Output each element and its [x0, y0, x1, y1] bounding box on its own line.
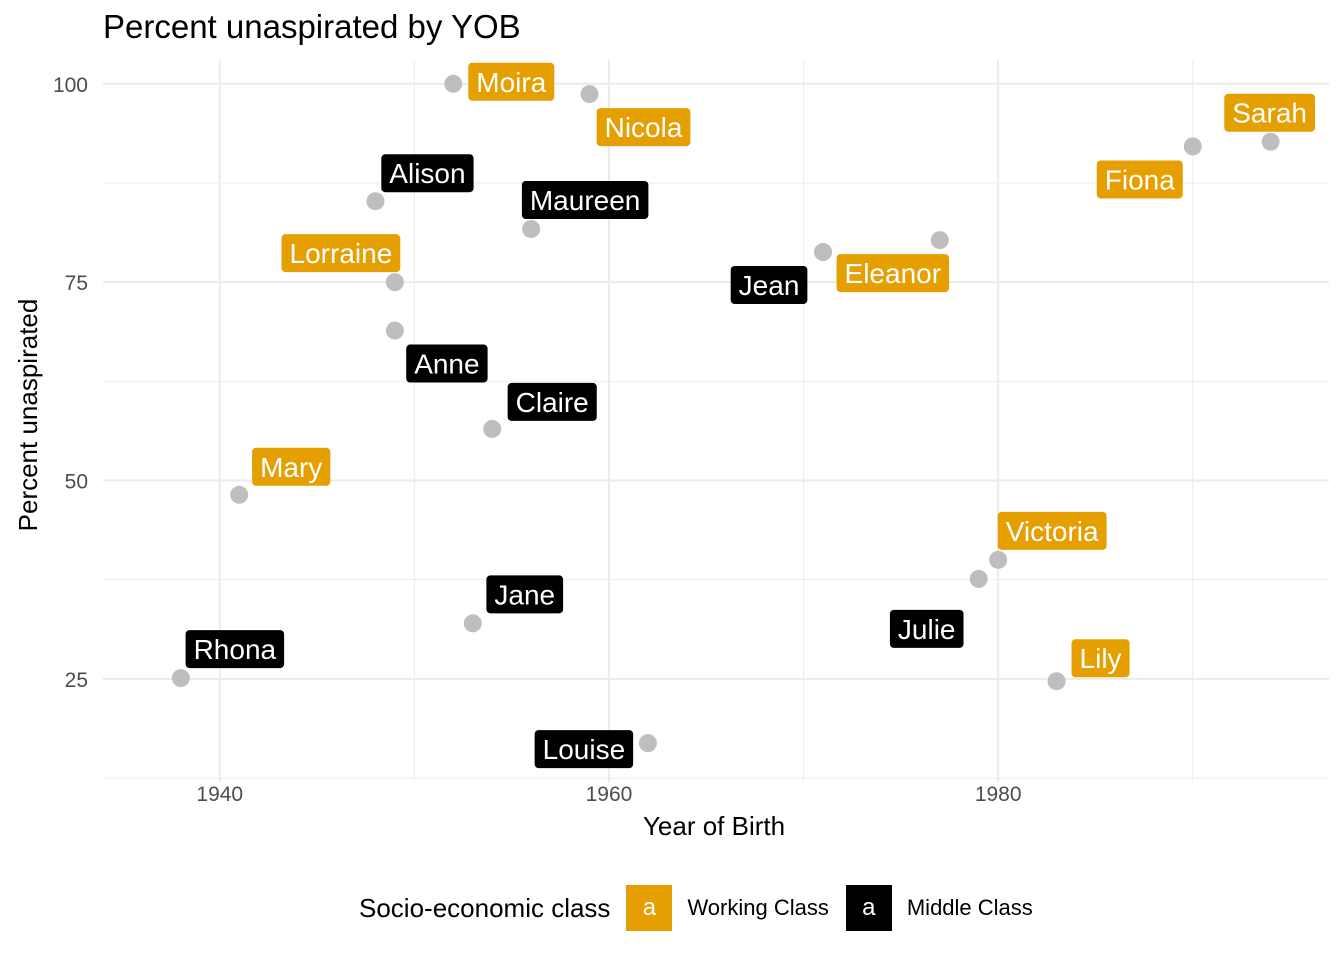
- point-label-text: Eleanor: [845, 258, 942, 289]
- data-point-anne: [385, 321, 404, 340]
- point-label-box: [1224, 93, 1315, 132]
- y-tick-label: 50: [65, 471, 88, 494]
- data-point-lorraine: [385, 273, 404, 292]
- point-label-alison: Alison: [381, 154, 474, 193]
- point-label-box: [534, 730, 634, 769]
- point-label-louise: Louise: [534, 730, 634, 769]
- point-label-box: [889, 609, 964, 648]
- data-point-jean: [814, 243, 833, 262]
- point-label-box: [836, 254, 950, 293]
- data-point-fiona: [1183, 137, 1202, 156]
- point-label-box: [406, 344, 488, 383]
- point-label-box: [1071, 639, 1130, 678]
- x-tick-label: 1940: [196, 783, 243, 806]
- point-label-claire: Claire: [507, 382, 597, 421]
- point-label-text: Claire: [516, 387, 589, 418]
- point-label-box: [381, 154, 474, 193]
- point-label-victoria: Victoria: [997, 511, 1107, 550]
- data-point-maureen: [522, 219, 541, 238]
- point-label-text: Mary: [260, 452, 322, 483]
- point-label-julie: Julie: [889, 609, 964, 648]
- tick-labels: 25 50 75 100 1940 1960 1980: [53, 74, 1022, 806]
- point-label-text: Moira: [476, 67, 546, 98]
- grid-lines: [103, 60, 1329, 782]
- point-label-text: Jane: [494, 579, 555, 610]
- data-point-julie: [969, 569, 988, 588]
- point-label-text: Anne: [414, 349, 479, 380]
- point-label-box: [730, 266, 808, 305]
- data-point-moira: [444, 74, 463, 93]
- point-label-text: Nicola: [605, 112, 683, 143]
- point-label-moira: Moira: [468, 62, 555, 101]
- point-label-text: Sarah: [1232, 98, 1307, 129]
- point-label-box: [486, 575, 564, 614]
- point-label-jean: Jean: [730, 266, 808, 305]
- y-tick-label: 75: [65, 272, 88, 295]
- point-labels: Moira Nicola Alison Maureen Lorraine Anne Clai…: [185, 62, 1315, 769]
- legend-label-middle-class: Middle Class: [906, 895, 1033, 920]
- y-tick-label: 100: [53, 74, 88, 97]
- point-label-lily: Lily: [1071, 639, 1130, 678]
- data-points: [171, 74, 1280, 753]
- x-tick-label: 1980: [975, 783, 1022, 806]
- data-point-nicola: [580, 85, 599, 104]
- chart-title: Percent unaspirated by YOB: [103, 8, 521, 45]
- point-label-box: [521, 180, 649, 219]
- point-label-text: Rhona: [194, 634, 277, 665]
- point-label-nicola: Nicola: [596, 108, 691, 147]
- y-axis-title: Percent unaspirated: [13, 299, 43, 532]
- legend-key-working-class: a: [626, 885, 673, 931]
- legend-label-working-class: Working Class: [687, 895, 829, 920]
- y-tick-label: 25: [65, 669, 88, 692]
- point-label-text: Julie: [898, 614, 956, 645]
- data-point-mary: [230, 485, 249, 504]
- point-label-box: [185, 630, 285, 669]
- point-label-text: Maureen: [530, 185, 641, 216]
- x-axis-title: Year of Birth: [643, 811, 785, 841]
- point-label-sarah: Sarah: [1224, 93, 1315, 132]
- point-label-jane: Jane: [486, 575, 564, 614]
- point-label-text: Jean: [739, 270, 800, 301]
- point-label-mary: Mary: [252, 447, 331, 486]
- point-label-anne: Anne: [406, 344, 488, 383]
- point-label-box: [281, 234, 401, 273]
- data-point-lily: [1047, 672, 1066, 691]
- data-point-rhona: [171, 669, 190, 688]
- data-point-claire: [483, 419, 502, 438]
- point-label-box: [507, 382, 597, 421]
- data-point-louise: [638, 734, 657, 753]
- data-point-alison: [366, 192, 385, 211]
- point-label-box: [1096, 160, 1183, 199]
- point-label-text: Lily: [1080, 643, 1122, 674]
- data-point-jane: [463, 614, 482, 633]
- point-label-rhona: Rhona: [185, 630, 285, 669]
- legend-key-middle-class: a: [845, 885, 892, 931]
- point-label-eleanor: Eleanor: [836, 254, 950, 293]
- data-point-sarah: [1261, 132, 1280, 151]
- point-label-text: Alison: [389, 158, 465, 189]
- point-label-text: Louise: [543, 734, 626, 765]
- data-point-eleanor: [930, 231, 949, 250]
- point-label-text: Lorraine: [290, 238, 393, 269]
- x-tick-label: 1960: [586, 783, 633, 806]
- point-label-box: [468, 62, 555, 101]
- legend: Socio-economic class a Working Class a M…: [359, 885, 1050, 931]
- legend-title: Socio-economic class: [359, 892, 611, 923]
- point-label-box: [596, 108, 691, 147]
- point-label-box: [252, 447, 331, 486]
- point-label-text: Victoria: [1006, 516, 1099, 547]
- point-label-lorraine: Lorraine: [281, 234, 401, 273]
- point-label-fiona: Fiona: [1096, 160, 1183, 199]
- point-label-box: [997, 511, 1107, 550]
- data-point-victoria: [989, 550, 1008, 569]
- point-label-text: Fiona: [1105, 164, 1175, 195]
- point-label-maureen: Maureen: [521, 180, 649, 219]
